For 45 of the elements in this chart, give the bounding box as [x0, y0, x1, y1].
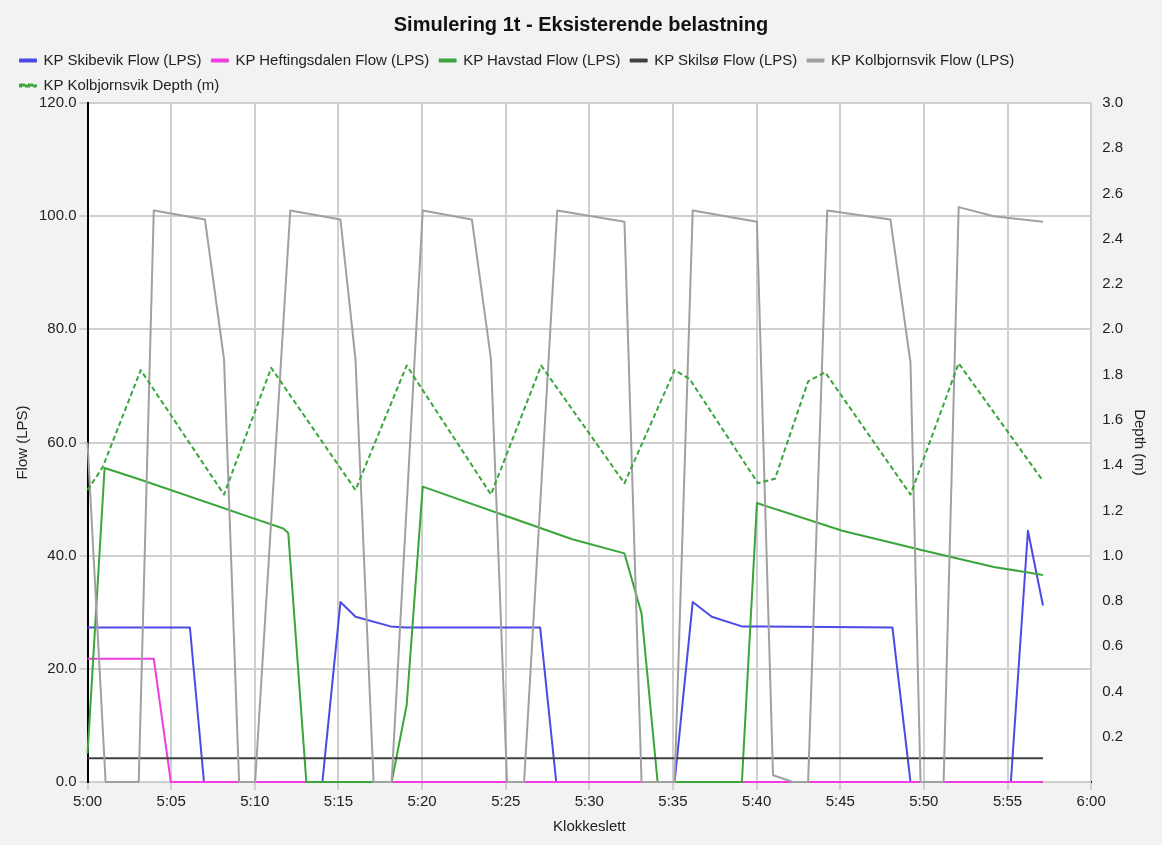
y2-tick-label: 2.8 — [1102, 138, 1124, 156]
y2-axis-title: Depth (m) — [1131, 409, 1149, 476]
y2-tick-label: 0.6 — [1102, 636, 1124, 654]
y-tick-label: 20.0 — [47, 658, 77, 676]
x-tick-label: 6:00 — [1076, 792, 1106, 810]
x-tick-label: 5:25 — [491, 792, 521, 810]
x-tick-label: 5:15 — [323, 792, 354, 810]
y2-tick-label: 0.8 — [1102, 591, 1124, 609]
x-tick-label: 5:50 — [909, 792, 939, 810]
y-axis-title: Flow (LPS) — [13, 405, 31, 480]
x-tick-label: 5:10 — [240, 792, 270, 810]
y-tick-label: 40.0 — [47, 545, 77, 563]
x-tick-label: 5:05 — [156, 792, 186, 810]
y2-tick-label: 2.2 — [1102, 274, 1124, 292]
legend-label: KP Heftingsdalen Flow (LPS) — [235, 50, 430, 68]
y2-tick-label: 1.4 — [1102, 455, 1124, 473]
y2-tick-label: 0.4 — [1102, 681, 1124, 699]
y-tick-label: 60.0 — [47, 432, 77, 450]
y2-tick-label: 2.0 — [1102, 319, 1124, 337]
legend-label: KP Skilsø Flow (LPS) — [654, 50, 798, 68]
legend-label: KP Skibevik Flow (LPS) — [43, 50, 202, 68]
y-tick-label: 80.0 — [47, 319, 77, 337]
y2-tick-label: 1.6 — [1102, 410, 1124, 428]
x-axis-title: Klokkeslett — [553, 817, 627, 835]
legend-label: KP Kolbjornsvik Flow (LPS) — [831, 50, 1015, 68]
y-tick-label: 120.0 — [38, 93, 77, 111]
legend-label: KP Havstad Flow (LPS) — [463, 50, 621, 68]
x-tick-label: 5:00 — [72, 792, 103, 810]
legend-label: KP Kolbjornsvik Depth (m) — [43, 75, 220, 93]
x-tick-label: 5:35 — [658, 792, 688, 810]
y2-tick-label: 2.4 — [1102, 228, 1124, 246]
x-tick-label: 5:30 — [574, 792, 604, 810]
y2-tick-label: 3.0 — [1102, 93, 1124, 111]
x-tick-label: 5:55 — [992, 792, 1023, 810]
y-tick-label: 0.0 — [55, 772, 77, 790]
y2-tick-label: 1.0 — [1102, 545, 1124, 563]
y2-tick-label: 0.2 — [1102, 726, 1124, 744]
chart-title: Simulering 1t - Eksisterende belastning — [393, 12, 769, 35]
y2-tick-label: 1.2 — [1102, 500, 1124, 518]
x-tick-label: 5:20 — [407, 792, 437, 810]
x-tick-label: 5:40 — [742, 792, 772, 810]
y2-tick-label: 1.8 — [1102, 364, 1124, 382]
y2-tick-label: 2.6 — [1102, 183, 1124, 201]
x-tick-label: 5:45 — [825, 792, 855, 810]
y-tick-label: 100.0 — [38, 206, 77, 224]
